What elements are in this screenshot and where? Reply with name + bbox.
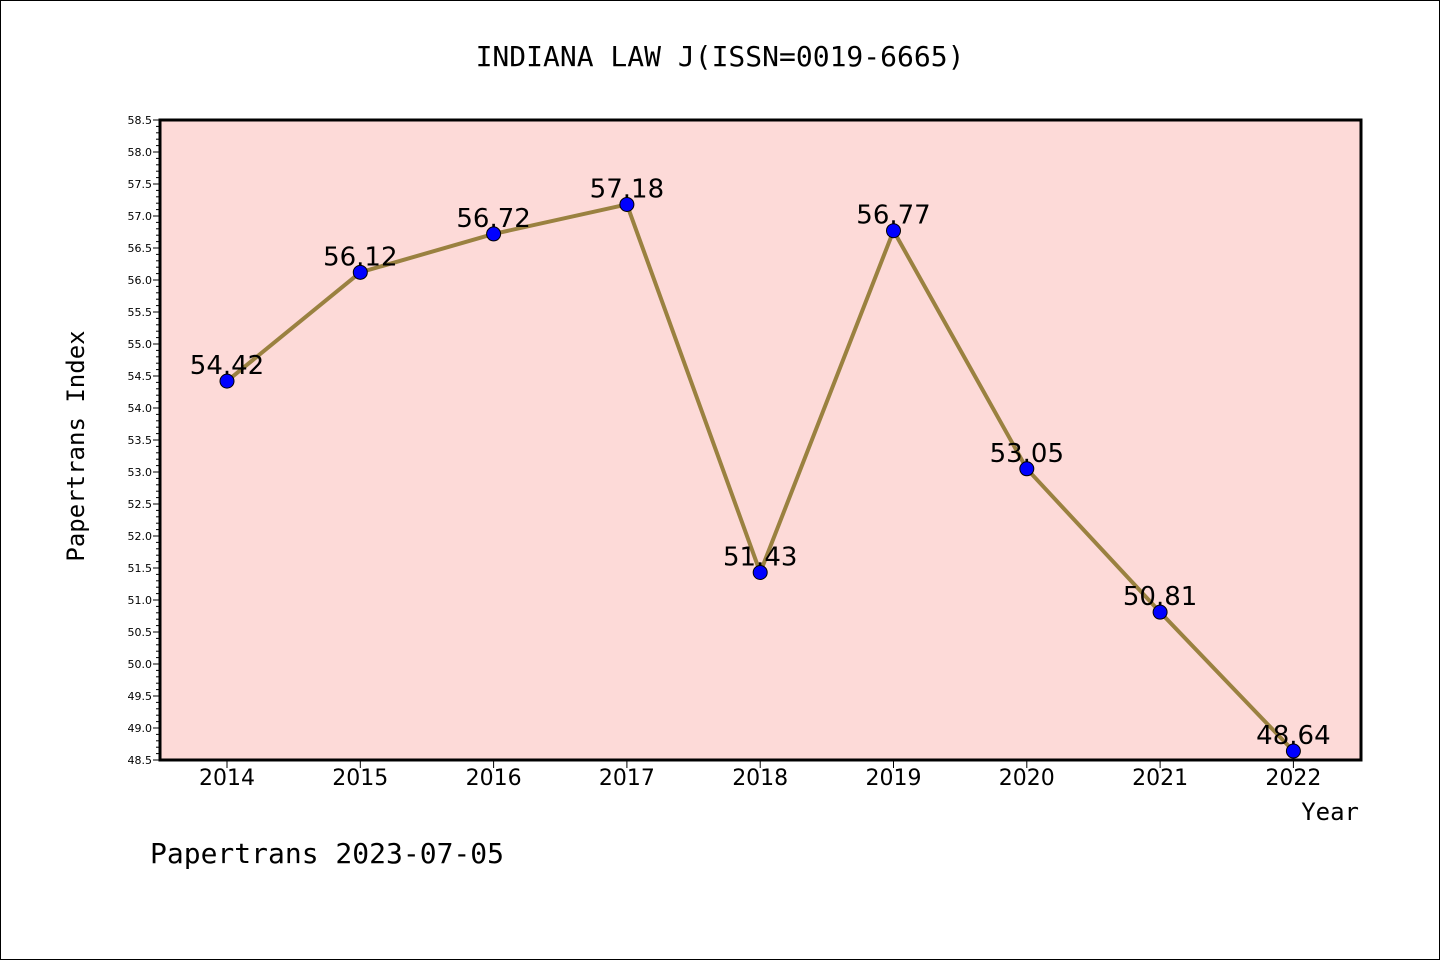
footer-text: Papertrans 2023-07-05: [150, 837, 504, 870]
y-tick-label: 51.5: [128, 562, 153, 575]
data-point: [352, 264, 368, 280]
data-label: 50.81: [1123, 582, 1197, 612]
x-tick-label: 2021: [1132, 766, 1188, 791]
y-tick-label: 55.0: [128, 338, 153, 351]
x-tick-label: 2017: [599, 766, 655, 791]
data-point: [1152, 604, 1168, 620]
data-points: [219, 196, 1301, 759]
y-tick-label: 56.5: [128, 242, 153, 255]
y-tick-label: 57.5: [128, 178, 153, 191]
y-tick-label: 51.0: [128, 594, 153, 607]
data-point: [619, 196, 635, 212]
data-label: 56.72: [456, 204, 530, 234]
x-tick-label: 2019: [866, 766, 922, 791]
data-label: 54.42: [190, 351, 264, 381]
y-tick-label: 50.0: [128, 658, 153, 671]
plot-border: [158, 118, 1363, 762]
data-point: [1019, 461, 1035, 477]
y-axis: 48.5 49.0 49.5 50.0 50.5 51.0 51.5 52.0 52.5 53.0…: [128, 114, 160, 767]
data-label: 57.18: [590, 174, 664, 204]
x-tick-label: 2016: [466, 766, 522, 791]
y-tick-label: 49.5: [128, 690, 153, 703]
data-label: 56.12: [323, 242, 397, 272]
x-tick-label: 2014: [199, 766, 255, 791]
data-label: 53.05: [990, 439, 1064, 469]
y-tick-label: 54.0: [128, 402, 153, 415]
y-tick-label: 50.5: [128, 626, 153, 639]
y-tick-label: 54.5: [128, 370, 153, 383]
data-labels: 54.42 56.12 56.72 57.18 51.43 56.77 53.05 50.81…: [190, 174, 1331, 751]
y-tick-label: 49.0: [128, 722, 153, 735]
data-point: [219, 373, 235, 389]
x-tick-label: 2015: [332, 766, 388, 791]
data-label: 51.43: [723, 542, 797, 572]
y-tick-label: 53.5: [128, 434, 153, 447]
data-point: [752, 564, 768, 580]
data-point: [486, 226, 502, 242]
data-label: 56.77: [856, 201, 930, 231]
x-tick-label: 2018: [732, 766, 788, 791]
y-tick-label: 57.0: [128, 210, 153, 223]
y-tick-label: 48.5: [128, 754, 153, 767]
y-tick-label: 58.0: [128, 146, 153, 159]
y-tick-label: 52.0: [128, 530, 153, 543]
x-axis: 2014 2015 2016 2017 2018 2019 2020 2021 2022: [199, 760, 1321, 791]
y-tick-label: 55.5: [128, 306, 153, 319]
x-tick-label: 2020: [999, 766, 1055, 791]
x-axis-label: Year: [1301, 798, 1359, 826]
data-label: 48.64: [1256, 721, 1330, 751]
data-point: [1285, 743, 1301, 759]
y-tick-label: 52.5: [128, 498, 153, 511]
y-tick-label: 56.0: [128, 274, 153, 287]
y-tick-label: 58.5: [128, 114, 153, 127]
y-axis-label: Papertrans Index: [62, 330, 90, 561]
y-tick-label: 53.0: [128, 466, 153, 479]
x-tick-label: 2022: [1265, 766, 1321, 791]
chart-title: INDIANA LAW J(ISSN=0019-6665): [476, 40, 965, 73]
plot-area: [160, 120, 1361, 760]
data-point: [886, 223, 901, 239]
